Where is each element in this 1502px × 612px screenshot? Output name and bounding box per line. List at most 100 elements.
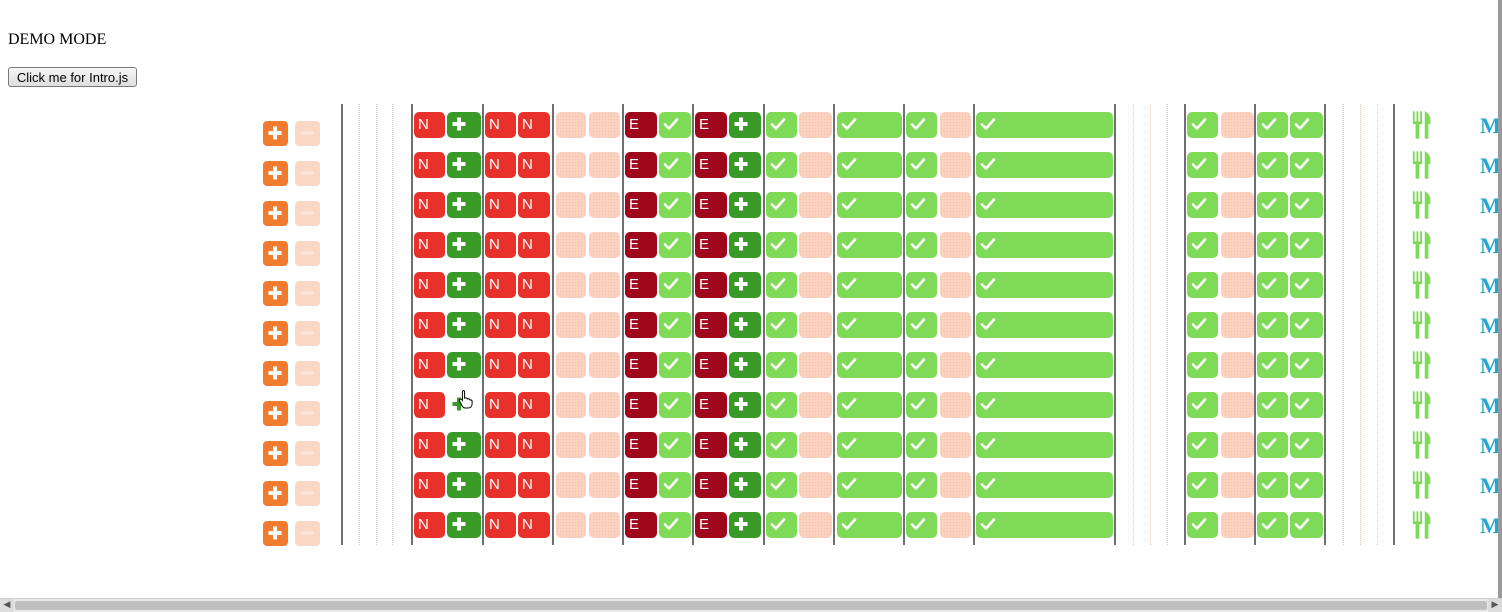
slot-cell[interactable] — [659, 512, 691, 538]
row-end-label[interactable]: M — [1480, 233, 1501, 258]
slot-cell[interactable]: N — [485, 192, 516, 218]
slot-cell[interactable] — [447, 432, 481, 458]
slot-cell[interactable] — [1221, 272, 1254, 298]
slot-cell[interactable] — [1290, 512, 1323, 538]
slot-cell[interactable] — [837, 512, 902, 538]
slot-cell[interactable]: N — [485, 392, 516, 418]
slot-cell[interactable] — [906, 232, 937, 258]
slot-cell[interactable]: E — [695, 312, 727, 338]
slot-cell[interactable] — [940, 152, 971, 178]
slot-cell[interactable] — [837, 272, 902, 298]
slot-cell[interactable] — [447, 152, 481, 178]
slot-cell[interactable] — [589, 192, 620, 218]
slot-cell[interactable] — [589, 512, 620, 538]
slot-cell[interactable]: E — [695, 432, 727, 458]
slot-cell[interactable] — [729, 392, 761, 418]
slot-cell[interactable] — [729, 232, 761, 258]
slot-cell[interactable] — [1221, 312, 1254, 338]
slot-cell[interactable]: N — [414, 272, 445, 298]
slot-cell[interactable] — [837, 352, 902, 378]
slot-cell[interactable] — [766, 512, 797, 538]
slot-cell[interactable]: N — [518, 312, 550, 338]
slot-cell[interactable] — [837, 232, 902, 258]
slot-cell[interactable] — [906, 152, 937, 178]
fork-knife-icon[interactable] — [1411, 190, 1433, 220]
slot-cell[interactable]: N — [414, 152, 445, 178]
slot-cell[interactable] — [1290, 112, 1323, 138]
add-row-button[interactable] — [263, 201, 288, 226]
slot-cell[interactable] — [659, 232, 691, 258]
slot-cell[interactable] — [837, 112, 902, 138]
slot-cell[interactable] — [659, 352, 691, 378]
row-end-label[interactable]: M — [1480, 433, 1501, 458]
slot-cell[interactable] — [659, 112, 691, 138]
remove-row-button[interactable] — [295, 161, 320, 186]
slot-cell[interactable] — [906, 192, 937, 218]
slot-cell[interactable] — [447, 512, 481, 538]
slot-cell[interactable]: N — [485, 232, 516, 258]
fork-knife-icon[interactable] — [1411, 510, 1433, 540]
slot-cell[interactable] — [1290, 432, 1323, 458]
slot-cell[interactable] — [556, 112, 586, 138]
slot-cell[interactable]: N — [414, 312, 445, 338]
row-end-label[interactable]: M — [1480, 113, 1501, 138]
slot-cell[interactable] — [556, 512, 586, 538]
slot-cell[interactable]: N — [518, 352, 550, 378]
fork-knife-icon[interactable] — [1411, 470, 1433, 500]
slot-cell[interactable]: E — [625, 232, 657, 258]
slot-cell[interactable] — [447, 112, 481, 138]
fork-knife-icon[interactable] — [1411, 110, 1433, 140]
slot-cell[interactable]: E — [695, 352, 727, 378]
remove-row-button[interactable] — [295, 201, 320, 226]
slot-cell[interactable]: N — [485, 152, 516, 178]
slot-cell[interactable] — [837, 432, 902, 458]
slot-cell[interactable] — [729, 152, 761, 178]
slot-cell[interactable] — [1290, 272, 1323, 298]
add-row-button[interactable] — [263, 401, 288, 426]
slot-cell[interactable] — [799, 432, 832, 458]
slot-cell[interactable] — [799, 112, 832, 138]
add-row-button[interactable] — [263, 441, 288, 466]
slot-cell[interactable] — [940, 392, 971, 418]
slot-cell[interactable] — [837, 392, 902, 418]
slot-cell[interactable] — [589, 112, 620, 138]
scroll-right-icon[interactable]: ▶ — [1488, 599, 1502, 612]
slot-cell[interactable] — [799, 512, 832, 538]
slot-cell[interactable]: N — [518, 152, 550, 178]
slot-cell[interactable] — [556, 152, 586, 178]
slot-cell[interactable] — [1187, 272, 1218, 298]
slot-cell[interactable] — [1221, 352, 1254, 378]
intro-js-button[interactable]: Click me for Intro.js — [8, 67, 137, 87]
slot-cell[interactable]: E — [695, 112, 727, 138]
slot-cell[interactable]: N — [518, 432, 550, 458]
slot-cell[interactable] — [1221, 432, 1254, 458]
fork-knife-icon[interactable] — [1411, 230, 1433, 260]
slot-cell[interactable] — [1290, 232, 1323, 258]
slot-cell[interactable] — [1221, 152, 1254, 178]
add-row-button[interactable] — [263, 281, 288, 306]
slot-cell[interactable]: N — [485, 432, 516, 458]
slot-cell[interactable] — [1290, 352, 1323, 378]
slot-cell[interactable] — [976, 112, 1113, 138]
slot-cell[interactable] — [729, 512, 761, 538]
vertical-scrollbar[interactable] — [1498, 0, 1502, 598]
slot-cell[interactable] — [799, 152, 832, 178]
horizontal-scrollbar[interactable]: ◀ ▶ — [0, 598, 1502, 612]
slot-cell[interactable]: N — [485, 272, 516, 298]
slot-cell[interactable] — [1187, 312, 1218, 338]
remove-row-button[interactable] — [295, 321, 320, 346]
slot-cell[interactable] — [976, 512, 1113, 538]
slot-cell[interactable] — [837, 312, 902, 338]
slot-cell[interactable] — [766, 432, 797, 458]
slot-cell[interactable] — [1221, 112, 1254, 138]
add-row-button[interactable] — [263, 321, 288, 346]
slot-cell[interactable]: E — [625, 152, 657, 178]
row-end-label[interactable]: M — [1480, 353, 1501, 378]
fork-knife-icon[interactable] — [1411, 150, 1433, 180]
row-end-label[interactable]: M — [1480, 473, 1501, 498]
slot-cell[interactable] — [1257, 232, 1288, 258]
slot-cell[interactable] — [940, 432, 971, 458]
fork-knife-icon[interactable] — [1411, 270, 1433, 300]
slot-cell[interactable] — [447, 232, 481, 258]
add-row-button[interactable] — [263, 481, 288, 506]
